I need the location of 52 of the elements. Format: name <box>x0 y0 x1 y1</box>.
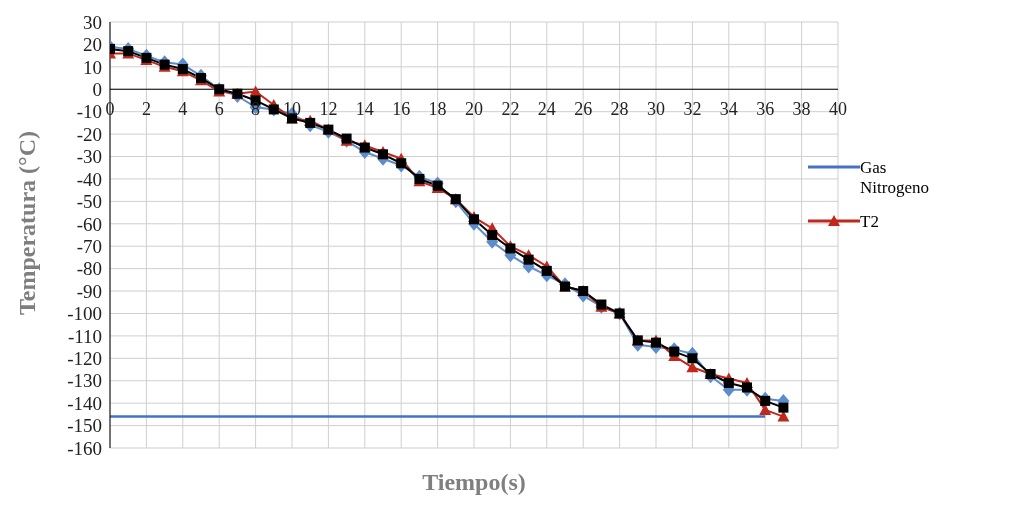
y-tick-label: -110 <box>67 325 102 347</box>
y-tick-label: -100 <box>67 303 102 325</box>
y-tick-label: 0 <box>92 79 102 101</box>
x-tick-label: 24 <box>537 99 556 120</box>
x-tick-label: 12 <box>319 99 338 120</box>
x-tick-label: 4 <box>178 99 188 120</box>
point <box>523 254 534 265</box>
x-tick-label: 34 <box>719 99 738 120</box>
legend-label: T2 <box>860 212 880 232</box>
x-tick-label: 38 <box>792 99 811 120</box>
y-tick-label: -70 <box>76 235 102 257</box>
x-tick-label: 22 <box>501 99 520 120</box>
x-tick-label: 20 <box>465 99 483 120</box>
y-tick-label: -90 <box>76 280 102 302</box>
y-tick-label: -10 <box>76 101 102 123</box>
x-tick-label: 18 <box>428 99 447 120</box>
y-tick-label: -120 <box>67 348 102 370</box>
point <box>742 382 752 393</box>
x-tick-label: 36 <box>756 99 775 120</box>
y-tick-label: -20 <box>76 123 102 145</box>
y-tick-label: -150 <box>67 415 102 437</box>
point <box>396 158 407 169</box>
y-tick-label: -30 <box>76 146 102 168</box>
y-tick-label: -140 <box>67 392 102 414</box>
x-tick-label: 16 <box>392 99 411 120</box>
y-tick-label: -160 <box>67 437 102 459</box>
x-axis-title: Tiempo(s) <box>422 469 526 495</box>
y-tick-label: 10 <box>83 56 102 78</box>
x-tick-label: 14 <box>355 99 374 120</box>
point <box>778 402 789 413</box>
x-tick-label: 26 <box>574 99 593 120</box>
point <box>723 377 734 388</box>
x-tick-label: 32 <box>683 99 702 120</box>
x-tick-label: 40 <box>829 99 847 120</box>
legend-label: Gas Nitrogeno <box>860 158 930 198</box>
point <box>541 265 552 276</box>
y-tick-label: 20 <box>83 34 102 56</box>
y-axis-title: Temperatura (°C) <box>13 130 40 315</box>
x-tick-label: 28 <box>610 99 629 120</box>
y-tick-label: -60 <box>76 213 102 235</box>
x-tick-label: 2 <box>141 99 151 120</box>
point <box>687 353 698 364</box>
y-tick-label: -130 <box>67 370 102 392</box>
point <box>669 346 680 357</box>
x-tick-label: 6 <box>214 99 224 120</box>
y-tick-label: -80 <box>76 258 102 280</box>
point <box>760 395 771 406</box>
y-tick-label: -40 <box>76 168 102 190</box>
point <box>487 230 498 240</box>
x-tick-label: 30 <box>647 99 665 120</box>
y-tick-label: 30 <box>83 11 102 33</box>
y-tick-label: -50 <box>76 191 102 213</box>
